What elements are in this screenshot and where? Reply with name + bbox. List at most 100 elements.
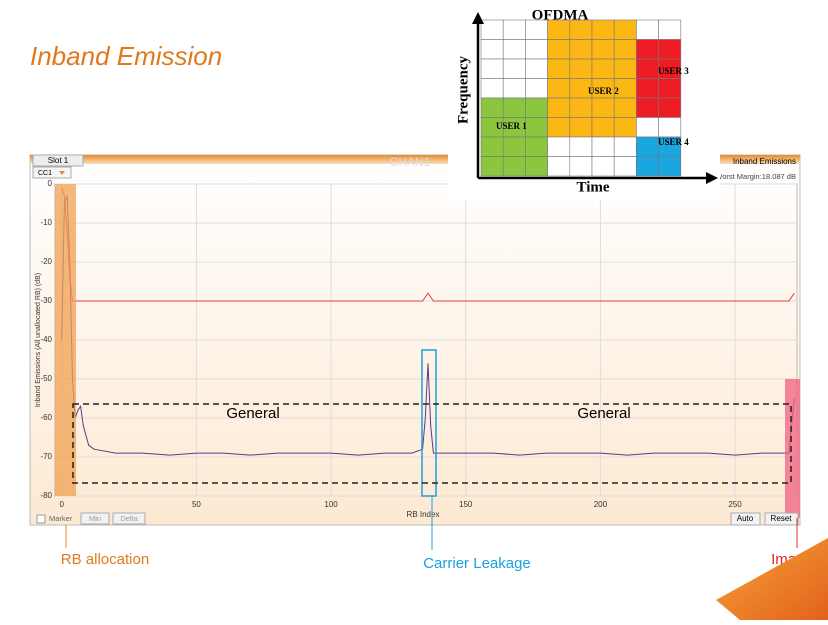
grid-cell: [658, 117, 682, 138]
grid-cell: [480, 156, 504, 177]
grid-cell: [502, 136, 526, 157]
arrowhead: [706, 172, 718, 184]
y-tick-label: -10: [40, 218, 52, 227]
auto-label: Auto: [737, 514, 754, 523]
grid-cell: [525, 156, 548, 177]
grid-cell: [636, 136, 659, 157]
grid-cell: [502, 19, 526, 40]
arrowhead: [472, 12, 484, 24]
reset-label: Reset: [771, 514, 793, 523]
user-label: USER 3: [658, 66, 689, 76]
carrier-label: CC1: [38, 170, 52, 177]
series-line: [61, 195, 795, 456]
panel-header: [30, 155, 800, 164]
grid-cell: [613, 39, 637, 60]
marker-checkbox[interactable]: [36, 514, 46, 524]
decoration: [716, 538, 828, 620]
marker-label: Marker: [49, 514, 73, 523]
grid-cell: [636, 78, 659, 99]
grid-cell: [658, 78, 682, 99]
carrier-select[interactable]: [32, 166, 72, 179]
dropdown-arrow: [59, 171, 65, 175]
user-label: USER 4: [658, 137, 689, 147]
y-tick-label: -20: [40, 257, 52, 266]
x-axis-label: RB Index: [407, 510, 440, 519]
grid-cell: [569, 136, 593, 157]
grid-cell: [636, 39, 659, 60]
x-tick-label: 250: [728, 500, 742, 509]
grid-cell: [569, 39, 593, 60]
tab[interactable]: [32, 154, 84, 167]
user-label: USER 2: [588, 86, 619, 96]
y-tick-label: -30: [40, 296, 52, 305]
grid-cell: [480, 58, 504, 79]
x-tick-label: 200: [594, 500, 608, 509]
grid-cell: [547, 78, 571, 99]
grid-cell: [569, 117, 593, 138]
grid-cell: [480, 39, 504, 60]
image-highlight: [785, 379, 800, 518]
y-tick-label: 0: [48, 179, 53, 188]
y-tick-label: -40: [40, 335, 52, 344]
general-box: [72, 403, 792, 484]
grid-cell: [502, 58, 526, 79]
callout: RB allocation: [61, 551, 149, 568]
grid-cell: [613, 156, 637, 177]
grid-cell: [591, 136, 615, 157]
x-tick-label: 50: [192, 500, 201, 509]
grid-cell: [547, 117, 571, 138]
grid-cell: [636, 117, 659, 138]
panel-title: Inband Emissions: [733, 157, 796, 166]
grid-cell: [480, 78, 504, 99]
grid-cell: [591, 117, 615, 138]
grid-cell: [613, 136, 637, 157]
carrier-leakage-box: [421, 349, 437, 497]
grid-cell: [525, 58, 548, 79]
y-tick-label: -80: [40, 491, 52, 500]
grid-cell: [591, 97, 615, 118]
reset-button[interactable]: [764, 512, 799, 526]
slide-title: Inband Emission: [30, 41, 222, 71]
grid-cell: [569, 97, 593, 118]
grid-cell: [591, 19, 615, 40]
region-label: General: [577, 405, 630, 422]
grid-cell: [525, 39, 548, 60]
grid-cell: [502, 97, 526, 118]
grid-cell: [480, 97, 504, 118]
worst-margin: Worst Margin:18.087 dB: [715, 172, 796, 181]
auto-button[interactable]: [730, 512, 761, 526]
grid-cell: [547, 58, 571, 79]
grid-cell: [636, 97, 659, 118]
x-tick-label: 100: [324, 500, 338, 509]
grid-cell: [569, 58, 593, 79]
min-label: Min: [89, 514, 101, 523]
grid-cell: [547, 39, 571, 60]
region-label: General: [226, 405, 279, 422]
x-tick-label: 150: [459, 500, 473, 509]
grid-cell: [658, 19, 682, 40]
watermark: CHAN1: [390, 155, 431, 169]
grid-cell: [591, 58, 615, 79]
grid-cell: [658, 39, 682, 60]
grid-cell: [480, 136, 504, 157]
grid-cell: [636, 58, 659, 79]
grid-cell: [658, 97, 682, 118]
ofdma-x-label: Time: [576, 179, 609, 195]
callout: Carrier Leakage: [423, 555, 531, 572]
ofdma-title: OFDMA: [532, 7, 589, 23]
grid-cell: [613, 97, 637, 118]
ofdma-y-label: Frequency: [455, 55, 471, 124]
grid-cell: [658, 156, 682, 177]
min-button[interactable]: [80, 512, 110, 525]
grid-cell: [636, 156, 659, 177]
delta-button[interactable]: [112, 512, 146, 525]
tab-label: Slot 1: [48, 156, 69, 165]
grid-cell: [525, 78, 548, 99]
grid-cell: [613, 19, 637, 40]
y-tick-label: -60: [40, 413, 52, 422]
grid-cell: [547, 136, 571, 157]
y-tick-label: -50: [40, 374, 52, 383]
grid-cell: [569, 156, 593, 177]
